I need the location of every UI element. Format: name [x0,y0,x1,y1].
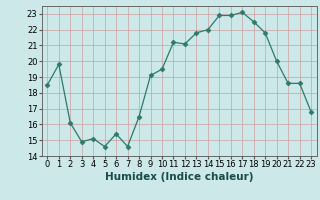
X-axis label: Humidex (Indice chaleur): Humidex (Indice chaleur) [105,172,253,182]
